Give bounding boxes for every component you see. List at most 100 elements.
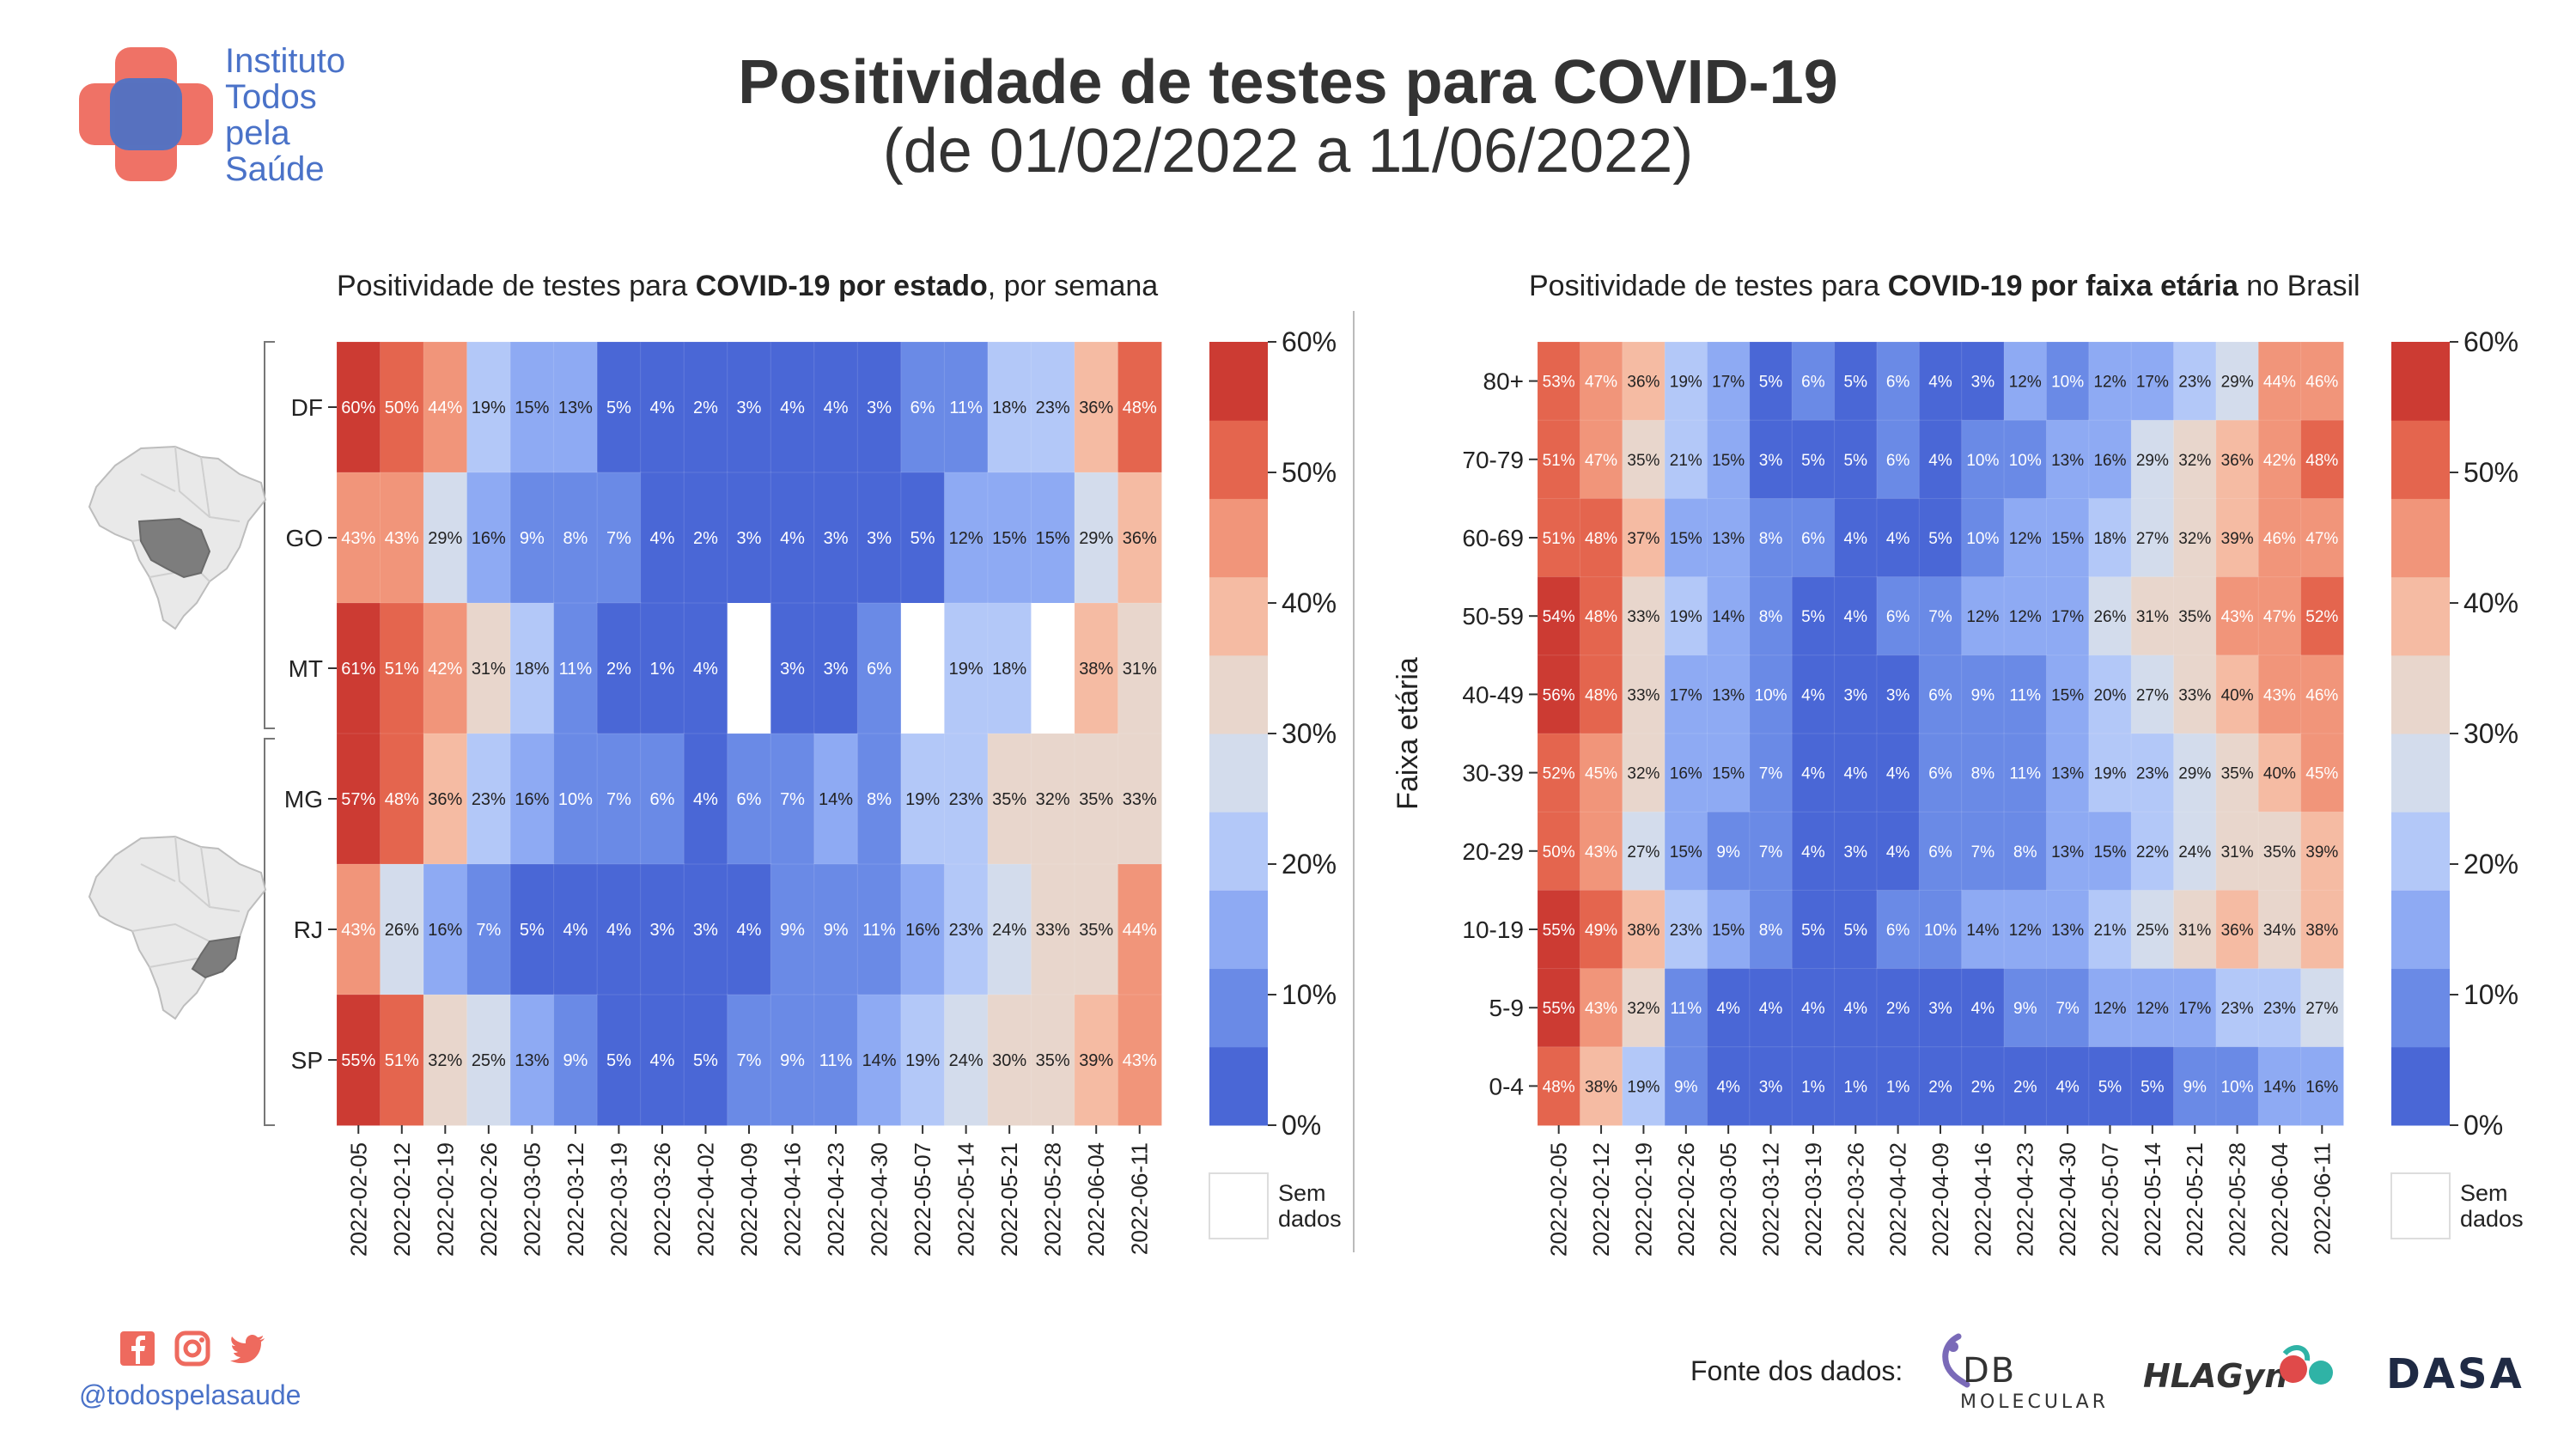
- heatmap-cell: [1876, 811, 1921, 892]
- heatmap-cell: [727, 733, 772, 865]
- cell-label: 11%: [949, 399, 983, 417]
- cell-label: 23%: [2221, 1000, 2254, 1018]
- x-tick-label: 2022-06-11: [2309, 1142, 2335, 1255]
- heatmap-cell: [856, 472, 902, 604]
- cell-label: 2%: [1971, 1078, 1995, 1096]
- cell-label: 37%: [1627, 530, 1659, 548]
- cell-label: 31%: [2221, 843, 2254, 861]
- twitter-icon[interactable]: [230, 1335, 265, 1363]
- cell-label: 55%: [1543, 1000, 1575, 1018]
- cell-label: 3%: [1759, 1078, 1783, 1096]
- heatmap-cell: [1918, 811, 1963, 892]
- cell-label: 4%: [1928, 374, 1952, 392]
- cell-label: 2%: [693, 529, 718, 548]
- heatmap-cell: [380, 602, 425, 734]
- cell-label: 3%: [824, 660, 849, 679]
- cell-label: 61%: [341, 660, 375, 679]
- cell-label: 7%: [1928, 608, 1952, 626]
- cell-label: 29%: [2136, 452, 2169, 470]
- cell-label: 23%: [949, 790, 984, 809]
- cell-label: 3%: [780, 660, 805, 679]
- cell-label: 19%: [949, 660, 984, 679]
- heatmap-cell: [466, 733, 512, 865]
- heatmap-cell: [2003, 968, 2048, 1048]
- heatmap-cell: [1749, 341, 1793, 422]
- heatmap-cell: [2003, 419, 2048, 500]
- cell-label: 5%: [520, 921, 545, 940]
- y-tick-label: 50-59: [1462, 603, 1524, 630]
- heatmap-cell: [1664, 497, 1708, 578]
- colorbar-segment: [1209, 1046, 1268, 1126]
- cell-label: 12%: [2093, 374, 2126, 392]
- cell-label: 17%: [2178, 1000, 2211, 1018]
- cell-label: 56%: [1543, 686, 1575, 704]
- heatmap-cell: [466, 341, 512, 473]
- cell-label: 8%: [1759, 530, 1783, 548]
- cell-label: 6%: [649, 790, 674, 809]
- heatmap-cell: [2300, 968, 2345, 1048]
- cell-label: 27%: [1627, 843, 1659, 861]
- instagram-icon[interactable]: [174, 1330, 210, 1367]
- logo-line: Todos: [225, 78, 317, 116]
- cell-label: 4%: [824, 399, 849, 417]
- cell-label: 36%: [1123, 529, 1157, 548]
- cell-label: 3%: [1844, 843, 1868, 861]
- cell-label: 26%: [2093, 608, 2126, 626]
- cell-label: 15%: [1670, 843, 1702, 861]
- heatmap-cell: [1706, 811, 1751, 892]
- cell-label: 18%: [992, 660, 1026, 679]
- colorbar-segment: [2391, 890, 2450, 970]
- heatmap-cell: [2257, 497, 2302, 578]
- cell-label: 39%: [1079, 1051, 1113, 1070]
- cell-label: 8%: [1759, 922, 1783, 940]
- heatmap-cell: [2088, 733, 2133, 813]
- cell-label: 18%: [515, 660, 549, 679]
- cell-label: 14%: [862, 1051, 897, 1070]
- heatmap-cell: [1074, 472, 1119, 604]
- colorbar-segment: [2391, 1046, 2450, 1126]
- heatmap-cell: [2300, 811, 2345, 892]
- heatmap-cell: [1074, 994, 1119, 1126]
- x-tick-label: 2022-05-14: [953, 1142, 979, 1257]
- cell-label: 13%: [2051, 452, 2084, 470]
- cell-label: 60%: [341, 399, 375, 417]
- heatmap-cell: [1030, 472, 1075, 604]
- facebook-icon[interactable]: [120, 1331, 155, 1366]
- cell-label: 16%: [515, 790, 549, 809]
- map-highlight-region: [137, 517, 211, 579]
- x-tick-label: 2022-03-19: [606, 1142, 631, 1257]
- cell-label: 3%: [737, 529, 762, 548]
- heatmap-cell: [509, 863, 555, 995]
- db-molecular-logo-mark: [1942, 1333, 1970, 1388]
- heatmap-cell: [380, 994, 425, 1126]
- cell-label: 44%: [2263, 374, 2296, 392]
- cell-label: 44%: [1123, 921, 1157, 940]
- heatmap-cell: [856, 733, 902, 865]
- cell-label: 16%: [2093, 452, 2126, 470]
- cell-label: 2%: [693, 399, 718, 417]
- heatmap-cell: [596, 472, 642, 604]
- colorbar-tick-label: 0%: [1282, 1110, 1321, 1141]
- colorbar-segment: [1209, 342, 1268, 421]
- cell-label: 4%: [737, 921, 762, 940]
- cell-label: 13%: [515, 1051, 549, 1070]
- heatmap-cell: [2257, 733, 2302, 813]
- heatmap-cell: [1030, 341, 1075, 473]
- cell-label: 43%: [2263, 686, 2296, 704]
- cell-label: 35%: [1627, 452, 1659, 470]
- heatmap-cell: [509, 472, 555, 604]
- social-handle[interactable]: @todospelasaude: [79, 1379, 301, 1410]
- cell-label: 13%: [1712, 530, 1745, 548]
- cell-label: 33%: [1627, 686, 1659, 704]
- cell-label: 48%: [2305, 452, 2338, 470]
- colorbar-tick-label: 10%: [2463, 979, 2518, 1010]
- cell-label: 24%: [992, 921, 1026, 940]
- cell-label: 15%: [1712, 765, 1745, 783]
- social-icons: [120, 1330, 265, 1367]
- cell-label: 9%: [563, 1051, 588, 1070]
- heatmap-cell: [1834, 576, 1878, 656]
- y-tick-label: 80+: [1483, 368, 1525, 395]
- colorbar-segment: [2391, 498, 2450, 578]
- y-tick-label: 70-79: [1462, 447, 1524, 473]
- heatmap-cell: [2130, 811, 2175, 892]
